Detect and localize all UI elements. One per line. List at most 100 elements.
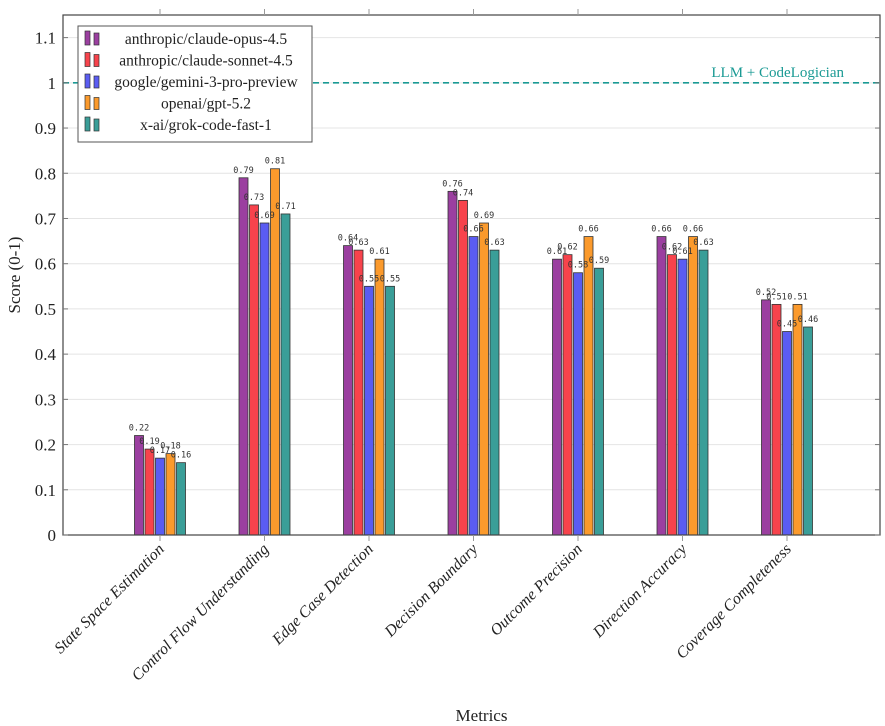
bars [134,168,813,536]
bar [677,258,688,536]
value-label: 0.19 [139,437,159,447]
value-label: 0.46 [798,315,818,325]
value-label: 0.63 [484,238,504,248]
y-tick-label: 0.2 [35,436,56,455]
y-tick-label: 0.4 [35,345,57,364]
bar [656,236,667,536]
bar [562,254,573,536]
value-label: 0.81 [265,157,285,167]
legend-swatch [84,52,91,67]
bar [249,204,259,536]
value-labels: 0.22 0.190.170.180.16 0.79 0.73 0.69 0.81 0.71… [129,157,818,461]
value-label: 0.66 [463,225,483,235]
plot-area-frame [62,14,881,536]
value-label: 0.69 [254,211,274,221]
value-label: 0.22 [129,424,149,434]
y-tick-label: 1.1 [35,29,56,48]
value-label: 0.61 [369,247,389,257]
x-tick-label: Decision Boundary [381,540,482,641]
bar [259,222,270,536]
y-axis: 0 0.1 0.2 0.3 0.4 0.5 0.6 0.7 0.8 0.9 1 1.1 [35,29,880,545]
bar [364,285,374,536]
bar [280,213,291,536]
bar [447,190,458,536]
legend-swatch [93,97,100,110]
value-label: 0.79 [233,166,253,176]
x-tick-label: Direction Accuracy [589,540,691,642]
legend-swatch [93,75,100,89]
bar [594,267,604,536]
legend-swatch [84,73,91,89]
bar [144,448,155,536]
value-label: 0.51 [766,292,786,302]
bar [792,303,803,536]
x-tick-label: Coverage Completeness [673,541,795,663]
bar [782,331,792,536]
y-axis-title: Score (0-1) [5,237,24,314]
bar [343,245,353,536]
y-tick-label: 0.5 [35,300,56,319]
legend-swatch [84,95,91,110]
bar [155,457,165,536]
value-label: 0.18 [160,442,180,452]
bar [270,168,280,536]
value-label: 0.16 [171,451,191,461]
bar [353,249,364,536]
reference-line-label: LLM + CodeLogician [711,65,844,81]
value-label: 0.62 [557,243,577,253]
bar [489,249,500,536]
y-tick-label: 0.8 [35,164,56,183]
bar [134,435,144,536]
value-label: 0.63 [693,238,713,248]
value-label: 0.63 [348,238,368,248]
y-tick-label: 0 [48,526,57,545]
value-label: 0.74 [453,188,473,198]
legend-label: anthropic/claude-sonnet-4.5 [119,53,293,70]
legend-box [77,25,313,143]
value-label: 0.61 [672,247,692,257]
legend-label: openai/gpt-5.2 [161,96,251,113]
bar [165,453,176,536]
bar [698,249,709,536]
bar [667,254,677,536]
bar [803,326,813,536]
y-tick-label: 0.7 [35,209,57,228]
bar [573,272,583,536]
reference-line-group: LLM + CodeLogician [63,65,880,84]
value-label: 0.51 [787,292,807,302]
bar [468,236,479,536]
legend-swatch [84,30,91,46]
x-tick-label: Outcome Precision [487,541,586,640]
value-label: 0.66 [683,225,703,235]
value-label: 0.61 [547,247,567,257]
value-label: 0.52 [756,288,776,298]
legend-swatch [93,32,100,46]
value-label: 0.73 [244,193,264,203]
value-label: 0.59 [589,256,609,266]
bar [761,299,771,536]
legend-label: google/gemini-3-pro-preview [114,74,298,91]
value-label: 0.55 [359,274,379,284]
x-tick-label: State Space Estimation [51,541,167,657]
bar [479,222,489,536]
legend-swatch [84,116,91,132]
y-tick-label: 0.6 [35,255,56,274]
value-label: 0.17 [150,446,170,456]
y-tick-label: 0.3 [35,390,56,409]
legend-label: x-ai/grok-code-fast-1 [140,117,272,134]
legend-swatch [93,54,100,67]
bar [771,303,782,536]
value-label: 0.76 [442,179,462,189]
value-label: 0.66 [651,225,671,235]
value-label: 0.58 [568,261,588,271]
value-label: 0.62 [662,243,682,253]
bar [176,462,186,536]
bar [688,236,698,536]
y-tick-label: 1 [48,74,57,93]
bar [583,236,594,536]
x-axis-title: Metrics [456,706,508,725]
bar [552,258,562,536]
value-label: 0.66 [578,225,598,235]
bar [458,199,468,536]
bar [385,285,395,536]
